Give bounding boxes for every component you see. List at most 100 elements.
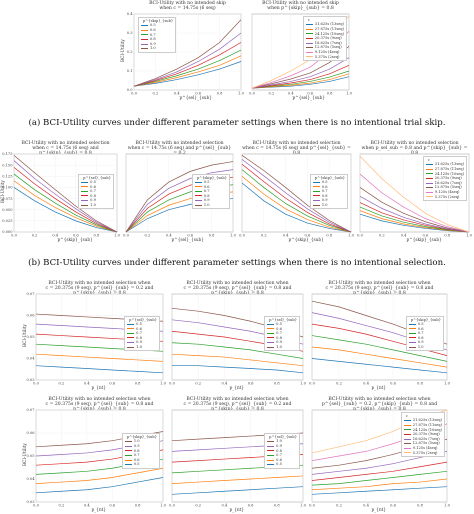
legend-label: 0.6 — [203, 184, 210, 189]
legend-item: 0.9 — [127, 340, 157, 345]
legend-label: 16.625s (7seq) — [412, 436, 440, 441]
legend-label: 31.625s (13seq) — [412, 418, 442, 423]
legend-title: p^{sel}_{sub} — [269, 317, 297, 322]
x-tick-label: 0.4 — [52, 234, 58, 238]
legend-title: p^{sel}_{sub} — [269, 435, 297, 439]
legend-item: 9.125s (4seq) — [305, 50, 344, 55]
series-line-1-0 — [241, 155, 352, 233]
x-tick-label: 1.0 — [300, 504, 306, 508]
legend-item: 0.6 — [124, 458, 157, 463]
chart-legend: c 31.625s (13seq) 27.875s (11seq) 24.125s (… — [400, 412, 445, 458]
series-line-16-625s-7seq- — [251, 57, 350, 89]
legend-item: 0.8 — [127, 336, 157, 341]
series-line-0-6 — [35, 467, 164, 484]
legend-label: 16.625s (7seq) — [434, 180, 462, 185]
legend-label: 27.875s (11seq) — [412, 423, 442, 427]
legend-swatch — [127, 332, 135, 334]
chart-legend: p^{sel}_{sub} 0.5 0.6 0.7 0.8 0.9 1.0 — [264, 315, 300, 352]
legend-label: 0.6 — [150, 28, 156, 32]
legend-label: 1.0 — [203, 202, 210, 207]
series-line-0-6 — [241, 176, 352, 233]
legend-label: 0.8 — [150, 37, 156, 42]
legend-label: 0.5 — [417, 321, 424, 326]
x-tick-label: 1.0 — [444, 382, 450, 386]
series-line-31-625s-13seq- — [359, 213, 470, 233]
chart-c3: BCI-Utility with no intended selection w… — [308, 280, 450, 390]
y-tick-label: 0.3 — [127, 31, 133, 35]
legend-item: 0.6 — [81, 185, 111, 190]
x-tick-label: 0.6 — [109, 382, 115, 386]
x-tick-label: 0.8 — [217, 92, 223, 96]
legend-item: 0.5 — [81, 180, 111, 185]
x-tick-label: 0.8 — [209, 234, 215, 238]
legend-swatch — [267, 346, 275, 348]
legend-swatch — [81, 204, 89, 206]
legend-swatch — [267, 464, 275, 466]
legend-item: 5.375s (2seq) — [403, 451, 442, 456]
legend-label: 27.875s (11seq) — [314, 27, 344, 31]
legend-label: 24.125s (10seq) — [434, 171, 464, 176]
legend-label: 0.6 — [90, 184, 96, 189]
chart-d2: BCI-Utility with no intended selection w… — [168, 396, 306, 512]
x-tick-label: 0.6 — [423, 234, 429, 238]
legend-swatch — [425, 168, 433, 170]
legend-swatch — [141, 29, 148, 31]
series-line-31-625s-13seq- — [311, 486, 448, 495]
x-tick-label: 0.2 — [59, 382, 65, 386]
series-line-0-8 — [133, 42, 242, 87]
legend-swatch — [267, 450, 275, 452]
legend-label: 0.5 — [321, 179, 328, 184]
legend-label: 0.9 — [90, 198, 96, 203]
y-tick-label: 0.175 — [2, 152, 13, 156]
x-tick-label: 0.2 — [195, 382, 201, 386]
legend-swatch — [312, 195, 320, 197]
series-line-0-5 — [35, 477, 164, 494]
legend-item: 0.8 — [141, 37, 173, 42]
legend-item: 0.8 — [124, 449, 157, 454]
y-tick-label: 0.025 — [2, 219, 13, 223]
x-axis-label: p_{nt} — [91, 385, 106, 390]
series-line-1-0 — [133, 19, 242, 87]
x-tick-label: 0.4 — [166, 234, 172, 238]
chart-c1: BCI-Utility with no intended selection w… — [22, 280, 167, 390]
legend-label: 0.6 — [276, 457, 282, 462]
legend-swatch — [305, 42, 313, 44]
legend-item: 0.5 — [194, 180, 227, 185]
legend-swatch — [305, 28, 313, 30]
y-tick-label: 0.03 — [26, 500, 35, 504]
legend-swatch — [141, 38, 148, 40]
chart-legend: p^{sel}_{sub} 0.5 0.6 0.7 0.8 0.9 1.0 — [124, 315, 160, 352]
x-tick-label: 0.0 — [249, 92, 255, 96]
x-tick-label: 0.2 — [261, 234, 267, 238]
chart-legend: p^{skip}_{sub} 0.5 0.6 0.7 0.8 0.9 1.0 — [309, 173, 348, 210]
chart-title: BCI-Utility with no intended selection w… — [361, 141, 468, 156]
series-line-1-0 — [13, 155, 118, 233]
x-tick-label: 0.2 — [379, 234, 385, 238]
legend-swatch — [81, 186, 89, 188]
legend-label: 9.125s (4seq) — [434, 189, 460, 194]
legend-item: 1.0 — [267, 439, 297, 444]
legend-item: 0.5 — [312, 179, 345, 185]
series-line-16-625s-7seq- — [359, 196, 470, 233]
legend-swatch — [267, 342, 275, 344]
legend-swatch — [403, 424, 411, 426]
legend-label: 5.375s (2seq) — [434, 194, 460, 199]
legend-item: 12.875s (5seq) — [403, 441, 442, 446]
chart-a2: BCI-Utility with no intended skip when p… — [248, 0, 352, 100]
x-tick-label: 0.8 — [327, 92, 333, 96]
legend-label: 0.8 — [276, 448, 282, 453]
legend-swatch — [81, 181, 89, 183]
x-axis-label: p^{skip}_{sub} — [57, 237, 93, 242]
x-tick-label: 1.0 — [300, 382, 306, 386]
x-tick-label: 0.8 — [444, 234, 450, 238]
chart-b1: BCI-Utility with no intended selection w… — [0, 140, 121, 242]
legend-swatch — [267, 323, 275, 325]
legend-label: 0.6 — [417, 326, 424, 331]
legend-item: 0.6 — [141, 28, 173, 33]
legend-label: 20.375s (9seq) — [412, 432, 440, 437]
legend-label: 0.5 — [90, 179, 96, 184]
legend-title: p^{skip}_{sub} — [143, 19, 174, 23]
legend-swatch — [141, 43, 148, 45]
legend-swatch — [408, 332, 416, 334]
legend-label: 12.875s (5seq) — [434, 185, 462, 190]
